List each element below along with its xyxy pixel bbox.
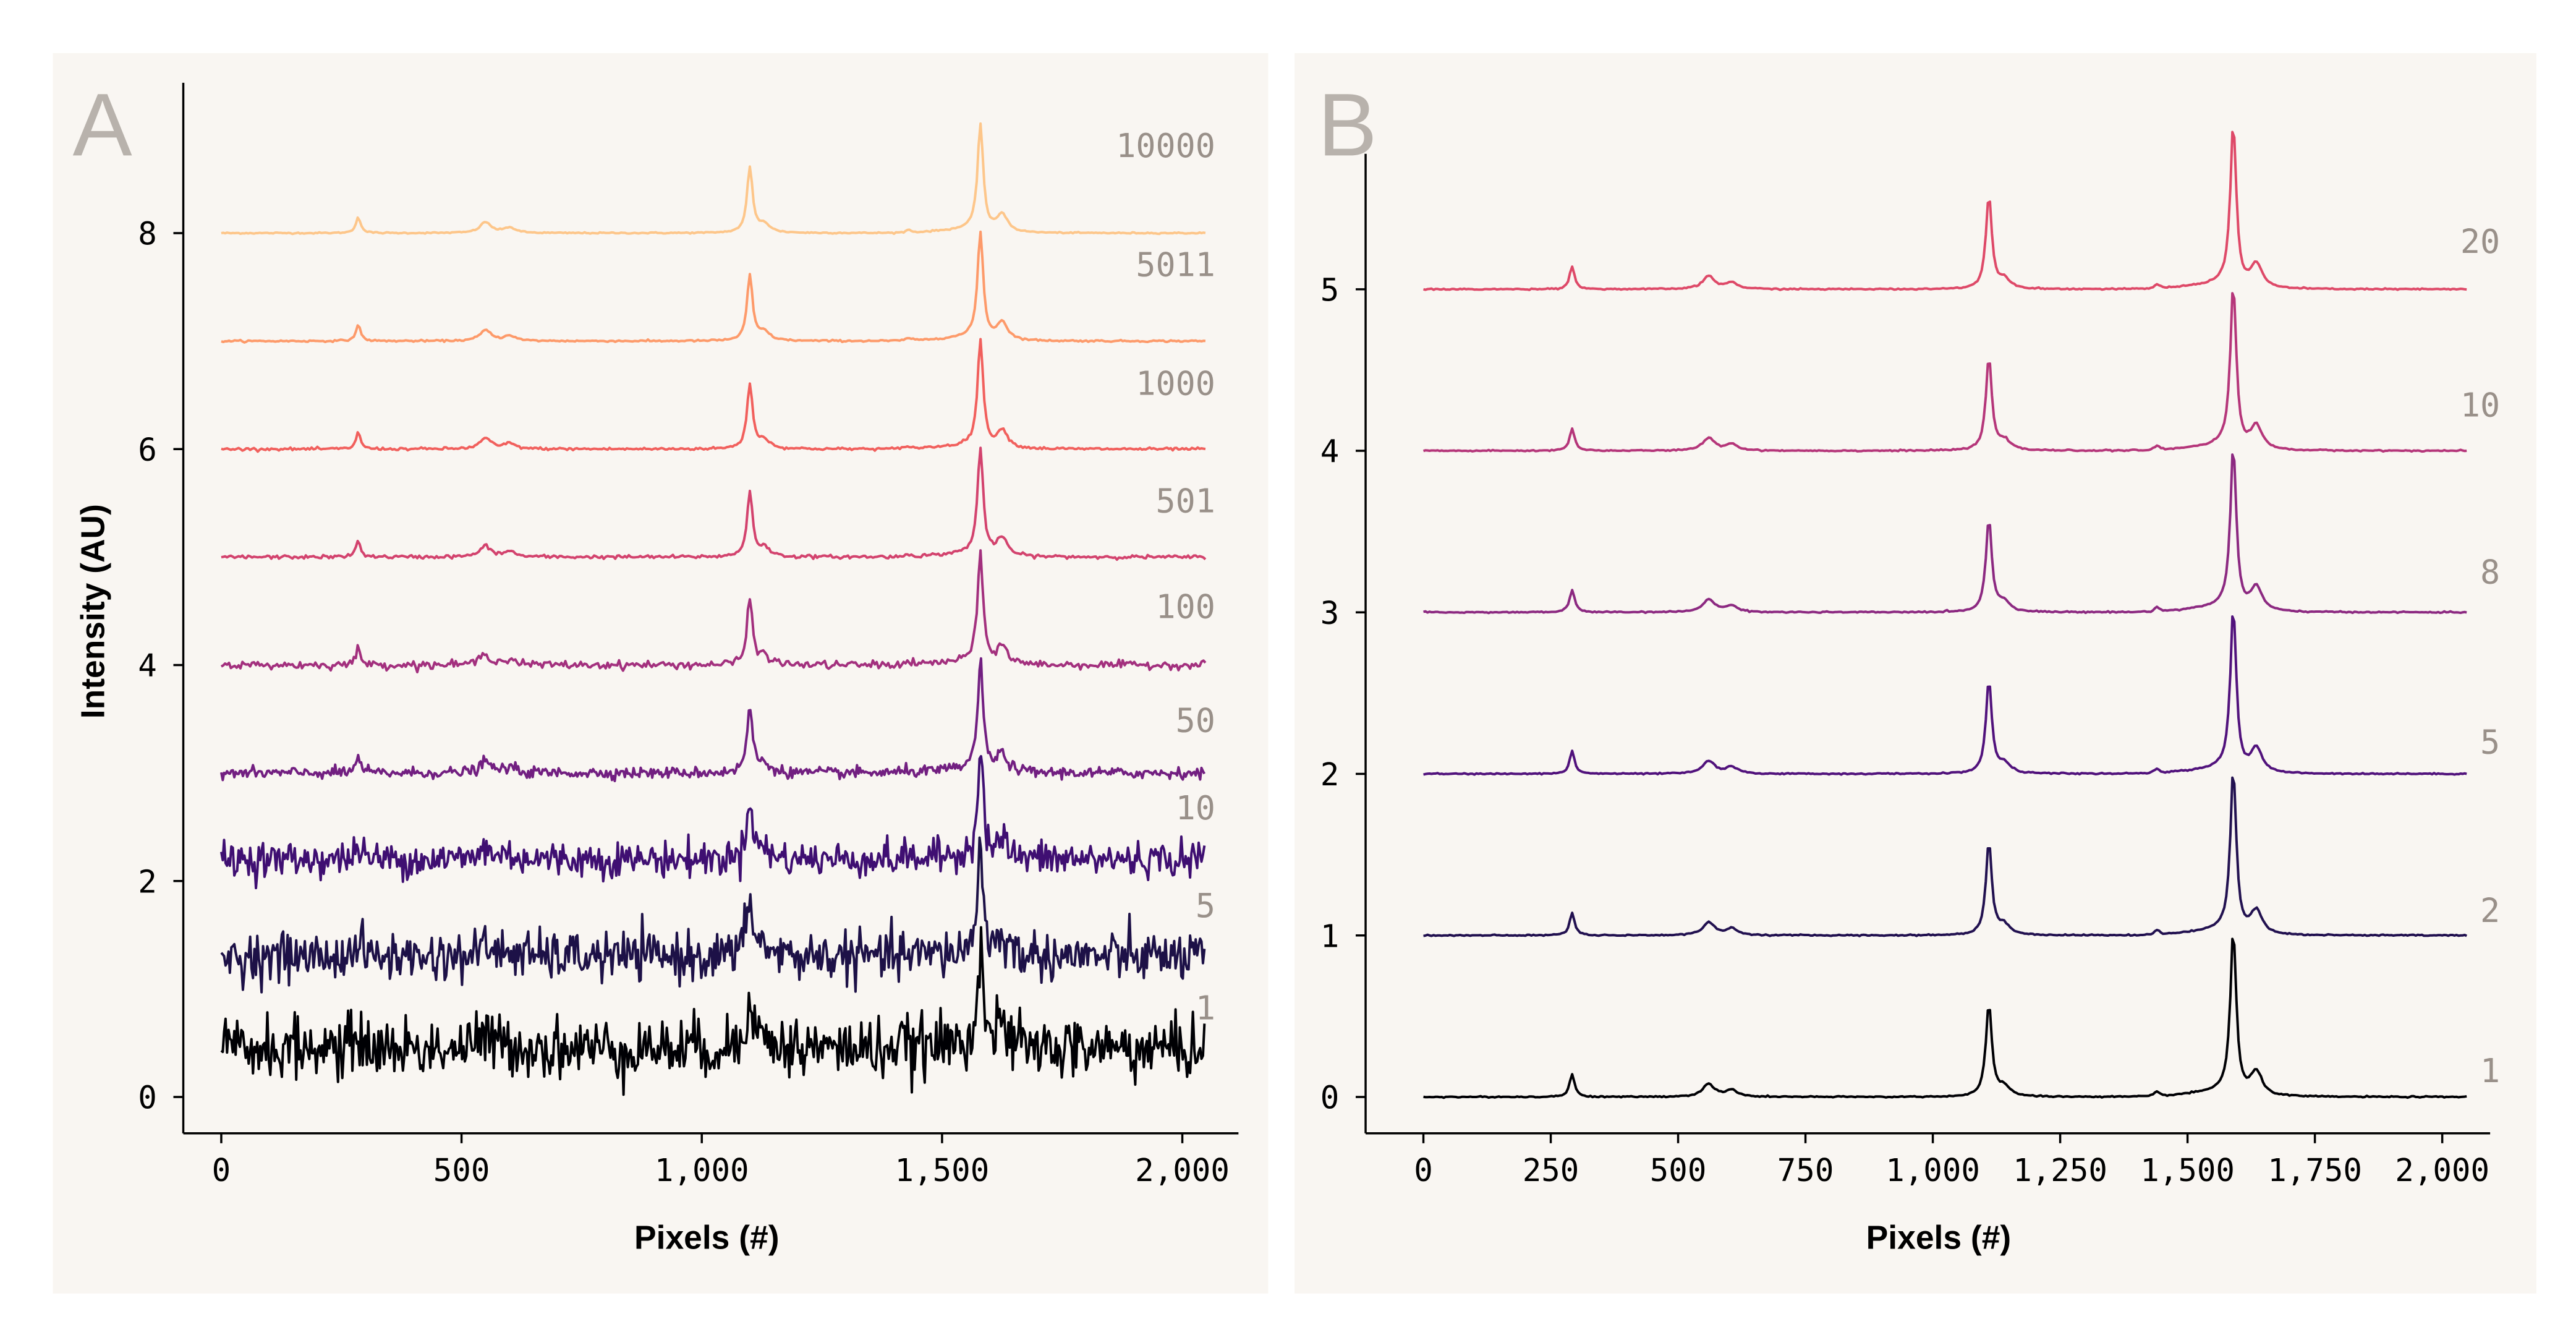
panel-b-x-tick-label: 1,000: [1885, 1152, 1980, 1189]
panel-b-x-tick-label: 500: [1650, 1152, 1707, 1189]
panel-a-series-1000-line: [221, 338, 1206, 453]
panel-a-x-tick-label: 1,000: [655, 1152, 749, 1189]
panel-b-x-tick-label: 750: [1777, 1152, 1834, 1189]
panel-b-y-tick-label: 1: [1320, 918, 1340, 954]
panel-a-y-tick-label: 4: [138, 647, 157, 684]
panel-a-series-1-line: [220, 926, 1206, 1096]
panel-b-x-tick-label: 2,000: [2395, 1152, 2489, 1189]
panel-b-background: [1294, 53, 2536, 1294]
panel-b-y-tick-label: 2: [1320, 756, 1340, 793]
panel-b-series-label: 5: [2480, 722, 2500, 761]
panel-b-x-tick-label: 1,750: [2268, 1152, 2362, 1189]
panel-a-series-5011-line: [221, 230, 1206, 344]
panel-a-background: [53, 53, 1269, 1294]
panel-b: B 0 250 500 750 1,000 1,250 1,500 1,750 2,000 0 1 2…: [1294, 53, 2536, 1294]
panel-a-x-axis-label: Pixels (#): [634, 1220, 780, 1257]
panel-b-x-tick-label: 0: [1414, 1152, 1433, 1189]
panel-b-y-tick-label: 0: [1320, 1080, 1340, 1116]
panel-a-x-tick-label: 1,500: [895, 1152, 990, 1189]
panel-b-series-label: 2: [2480, 891, 2500, 930]
panel-b-x-tick-label: 250: [1523, 1152, 1579, 1189]
panel-b-series-label: 20: [2460, 222, 2500, 261]
panel-b-x-tick-label: 1,500: [2140, 1152, 2235, 1189]
panel-b-letter: B: [1318, 74, 1377, 174]
panel-b-y-tick-label: 5: [1320, 271, 1340, 308]
panel-a-series-label: 50: [1176, 701, 1215, 740]
panel-a-series-label: 10: [1176, 788, 1215, 827]
panel-b-x-tick-label: 1,250: [2013, 1152, 2107, 1189]
panel-a-series-100-line: [220, 549, 1207, 673]
panel-a-y-tick-label: 8: [138, 216, 157, 252]
panel-a-series-label: 10000: [1116, 126, 1215, 165]
panel-a-x-tick-label: 2,000: [1135, 1152, 1230, 1189]
panel-a-series-label: 501: [1156, 481, 1215, 520]
panel-a-series-label: 5011: [1136, 245, 1215, 284]
panel-a-y-axis-label: Intensity (AU): [75, 504, 111, 719]
panel-a-series-label: 1: [1196, 988, 1215, 1027]
panel-a-series-label: 100: [1156, 587, 1215, 626]
panel-a-series-10-line: [219, 754, 1206, 890]
panel-a-series-501-line: [221, 446, 1207, 561]
panel-b-series-1-line: [1423, 937, 2467, 1099]
panel-a-x-tick-label: 500: [433, 1152, 490, 1189]
panel-b-series-8-line: [1423, 453, 2467, 615]
panel-b-y-tick-label: 4: [1320, 433, 1340, 470]
panel-a-x-tick-label: 0: [212, 1152, 231, 1189]
panel-a-letter: A: [73, 74, 132, 174]
panel-b-series-label: 10: [2460, 385, 2500, 424]
panel-b-series-10-line: [1422, 292, 2467, 453]
panel-b-y-tick-label: 3: [1320, 595, 1340, 631]
panel-b-series-label: 1: [2480, 1051, 2500, 1090]
panel-a-y-tick-label: 2: [138, 863, 157, 900]
panel-a-series-label: 1000: [1136, 364, 1215, 403]
panel-b-series-5-line: [1423, 615, 2467, 776]
panel-a-series-5-line: [220, 836, 1206, 994]
panel-b-series-2-line: [1423, 776, 2468, 937]
panel-a-series-10000-line: [221, 122, 1206, 236]
panel-b-x-axis-label: Pixels (#): [1866, 1220, 2012, 1257]
panel-b-series-20-line: [1423, 130, 2467, 291]
panel-b-series-label: 8: [2480, 552, 2500, 591]
panel-a-y-tick-label: 6: [138, 432, 157, 468]
panel-a-series-label: 5: [1196, 886, 1215, 925]
panel-a-series-50-line: [219, 657, 1206, 783]
panel-a-y-tick-label: 0: [138, 1080, 157, 1116]
